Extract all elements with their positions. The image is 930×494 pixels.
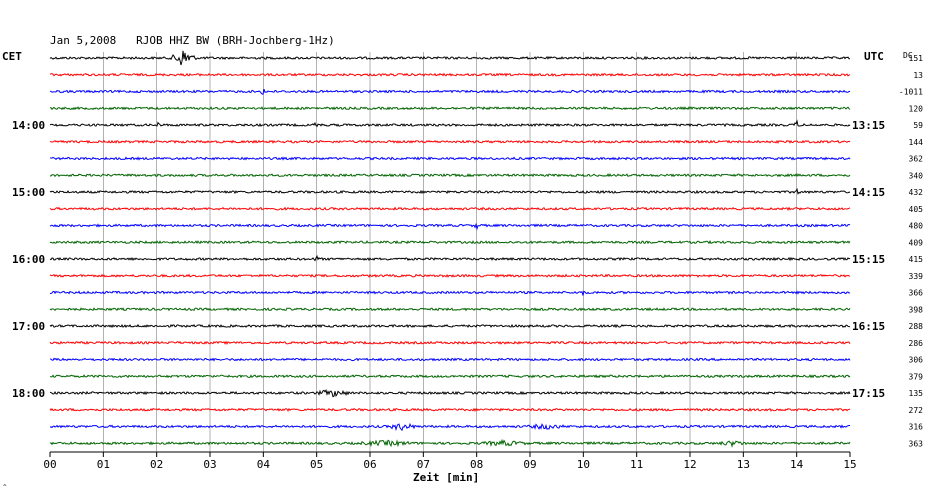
- x-tick-label: 12: [683, 458, 696, 471]
- dc-offset-label: -1011: [899, 88, 923, 97]
- right-time-label: 16:15: [852, 320, 885, 333]
- trace-row-22: [49, 422, 851, 432]
- dc-offset-label: 366: [909, 289, 924, 298]
- corner-mark: ^: [3, 484, 7, 491]
- dc-offset-label: 59: [913, 121, 923, 130]
- dc-offset-label: 362: [909, 155, 924, 164]
- dc-label: DC: [903, 51, 913, 60]
- trace-row-15: [49, 307, 851, 312]
- x-tick-label: 15: [843, 458, 856, 471]
- x-tick-label: 13: [737, 458, 750, 471]
- right-time-label: 15:15: [852, 253, 885, 266]
- dc-offset-label: 340: [909, 171, 924, 180]
- trace-row-10: [49, 222, 851, 231]
- trace-row-14: [49, 290, 851, 296]
- trace-row-6: [49, 156, 851, 161]
- trace-row-2: [49, 88, 851, 96]
- dc-offset-label: 288: [909, 322, 924, 331]
- trace-row-23: [49, 438, 851, 448]
- trace-row-9: [49, 206, 851, 211]
- dc-offset-label: 339: [909, 272, 924, 281]
- dc-offset-label: 135: [909, 389, 924, 398]
- trace-row-12: [49, 254, 851, 262]
- left-time-label: 14:00: [12, 119, 45, 132]
- dc-offset-label: 379: [909, 372, 924, 381]
- trace-row-4: [49, 119, 851, 128]
- trace-row-11: [49, 239, 851, 245]
- dc-offset-label: 409: [909, 238, 924, 247]
- x-tick-label: 10: [577, 458, 590, 471]
- trace-row-1: [49, 72, 851, 77]
- trace-row-5: [49, 139, 851, 144]
- left-time-label: 17:00: [12, 320, 45, 333]
- time-axis: 14:00 15:00 16:00 17:00 18:00 13:15 14:15 15:15…: [12, 119, 885, 471]
- x-tick-label: 11: [630, 458, 643, 471]
- trace-row-0: [49, 50, 851, 66]
- x-tick-label: 00: [43, 458, 56, 471]
- seismic-traces: 151 13 -1011 120 59 144 362 340 432 405 480 409 415 3…: [49, 50, 924, 448]
- dc-offset-label: 405: [909, 205, 924, 214]
- trace-row-7: [49, 173, 851, 178]
- dc-offset-label: 432: [909, 188, 924, 197]
- left-time-label: 15:00: [12, 186, 45, 199]
- x-tick-label: 04: [257, 458, 271, 471]
- dc-offset-label: 316: [909, 423, 924, 432]
- trace-row-18: [49, 357, 851, 362]
- dc-offset-label: 144: [909, 138, 924, 147]
- x-tick-label: 07: [417, 458, 430, 471]
- dc-offset-label: 415: [909, 255, 924, 264]
- x-tick-label: 02: [150, 458, 163, 471]
- dc-offset-label: 306: [909, 356, 924, 365]
- x-tick-label: 01: [97, 458, 110, 471]
- right-time-label: 14:15: [852, 186, 885, 199]
- x-tick-label: 05: [310, 458, 323, 471]
- trace-row-13: [49, 273, 851, 278]
- x-tick-label: 08: [470, 458, 483, 471]
- dc-offset-label: 398: [909, 305, 924, 314]
- left-time-label: 18:00: [12, 387, 45, 400]
- dc-offset-label: 272: [909, 406, 924, 415]
- right-time-label: 17:15: [852, 387, 885, 400]
- dc-offset-label: 151: [909, 54, 924, 63]
- chart-title: Jan 5,2008 RJOB HHZ BW (BRH-Jochberg-1Hz…: [50, 35, 335, 47]
- trace-row-16: [49, 323, 851, 329]
- trace-row-19: [49, 374, 851, 379]
- station-name: RJOB HHZ BW (BRH-Jochberg-1Hz): [136, 34, 335, 47]
- dc-offset-label: 363: [909, 439, 924, 448]
- trace-row-21: [49, 407, 851, 412]
- x-axis-label: Zeit [min]: [413, 471, 480, 484]
- utc-label: UTC: [864, 50, 884, 63]
- trace-row-20: [49, 389, 851, 398]
- left-time-label: 16:00: [12, 253, 45, 266]
- x-tick-label: 09: [523, 458, 536, 471]
- cet-label: CET: [2, 50, 22, 63]
- trace-row-8: [49, 187, 851, 195]
- recording-date: Jan 5,2008: [50, 34, 117, 47]
- x-tick-label: 06: [363, 458, 376, 471]
- minute-gridlines: [103, 52, 797, 452]
- dc-offset-label: 120: [909, 104, 924, 113]
- x-tick-label: 03: [203, 458, 216, 471]
- trace-row-17: [49, 340, 851, 345]
- dc-offset-label: 286: [909, 339, 924, 348]
- right-time-label: 13:15: [852, 119, 885, 132]
- dc-offset-label: 13: [913, 71, 923, 80]
- trace-row-3: [49, 106, 851, 111]
- x-tick-label: 14: [790, 458, 804, 471]
- dc-offset-label: 480: [909, 222, 924, 231]
